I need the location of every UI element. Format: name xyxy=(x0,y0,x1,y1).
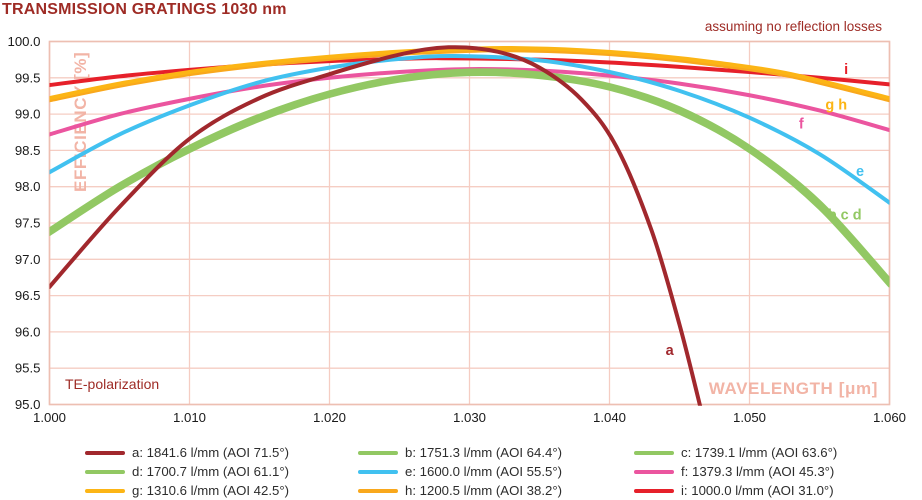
legend-swatch-d xyxy=(85,469,125,474)
x-axis-label: WAVELENGTH [μm] xyxy=(709,379,878,398)
legend-label-h: h: 1200.5 l/mm (AOI 38.2°) xyxy=(405,483,562,498)
y-tick-label-99.0: 99.0 xyxy=(15,107,41,122)
x-tick-label-1.040: 1.040 xyxy=(593,410,626,425)
legend-item-f: f: 1379.3 l/mm (AOI 45.3°) xyxy=(634,464,916,479)
curve-i xyxy=(49,56,890,88)
legend-item-g: g: 1310.6 l/mm (AOI 42.5°) xyxy=(85,483,358,498)
legend-swatch-g xyxy=(85,488,125,493)
legend-swatch-c xyxy=(634,450,674,455)
curve-label-b-c-d: b c d xyxy=(828,207,862,223)
curve-a xyxy=(49,45,703,406)
legend-item-h: h: 1200.5 l/mm (AOI 38.2°) xyxy=(358,483,634,498)
legend-label-d: d: 1700.7 l/mm (AOI 61.1°) xyxy=(132,464,289,479)
efficiency-plot: 1.000 1.010 1.020 1.030 1.040 1.050 1.060 100.0… xyxy=(7,34,906,425)
x-tick-label-1.000: 1.000 xyxy=(33,410,66,425)
polarization-label: TE-polarization xyxy=(65,376,159,392)
y-tick-label-100.0: 100.0 xyxy=(7,34,40,49)
legend-label-b: b: 1751.3 l/mm (AOI 64.4°) xyxy=(405,445,562,460)
legend-label-g: g: 1310.6 l/mm (AOI 42.5°) xyxy=(132,483,289,498)
y-tick-label-96.5: 96.5 xyxy=(15,288,41,303)
y-tick-label-98.0: 98.0 xyxy=(15,179,41,194)
chart-subtitle-note: assuming no reflection losses xyxy=(704,19,882,34)
curve-label-a: a xyxy=(666,343,675,359)
legend-item-i: i: 1000.0 l/mm (AOI 31.0°) xyxy=(634,483,916,498)
legend-label-f: f: 1379.3 l/mm (AOI 45.3°) xyxy=(681,464,835,479)
legend-item-e: e: 1600.0 l/mm (AOI 55.5°) xyxy=(358,464,634,479)
legend-item-c: c: 1739.1 l/mm (AOI 63.6°) xyxy=(634,445,916,460)
y-tick-label-99.5: 99.5 xyxy=(15,70,41,85)
x-tick-label-1.050: 1.050 xyxy=(733,410,766,425)
curve-label-g-h: g h xyxy=(825,98,847,114)
legend-swatch-h xyxy=(358,488,398,493)
legend-swatch-e xyxy=(358,469,398,474)
curve-h xyxy=(49,48,890,103)
legend-swatch-i xyxy=(634,488,674,493)
curve-label-f: f xyxy=(799,117,804,133)
y-tick-label-95.5: 95.5 xyxy=(15,361,41,376)
y-tick-label-96.0: 96.0 xyxy=(15,324,41,339)
x-tick-label-1.020: 1.020 xyxy=(313,410,346,425)
x-tick-label-1.060: 1.060 xyxy=(873,410,906,425)
y-tick-label-95.0: 95.0 xyxy=(15,397,41,412)
curve-label-e: e xyxy=(856,164,864,180)
chart-legend: a: 1841.6 l/mm (AOI 71.5°) b: 1751.3 l/mm… xyxy=(85,443,916,500)
plot-border xyxy=(48,40,891,406)
legend-label-i: i: 1000.0 l/mm (AOI 31.0°) xyxy=(681,483,834,498)
curve-e xyxy=(49,53,890,205)
legend-swatch-f xyxy=(634,469,674,474)
chart-title: TRANSMISSION GRATINGS 1030 nm xyxy=(2,1,287,18)
x-tick-label-1.010: 1.010 xyxy=(173,410,206,425)
y-tick-label-98.5: 98.5 xyxy=(15,143,41,158)
y-tick-label-97.0: 97.0 xyxy=(15,252,41,267)
curve-b xyxy=(49,69,890,285)
curve-label-i: i xyxy=(844,62,848,78)
y-tick-label-97.5: 97.5 xyxy=(15,216,41,231)
legend-label-e: e: 1600.0 l/mm (AOI 55.5°) xyxy=(405,464,562,479)
legend-item-b: b: 1751.3 l/mm (AOI 64.4°) xyxy=(358,445,634,460)
legend-swatch-a xyxy=(85,450,125,455)
legend-label-a: a: 1841.6 l/mm (AOI 71.5°) xyxy=(132,445,289,460)
legend-label-c: c: 1739.1 l/mm (AOI 63.6°) xyxy=(681,445,838,460)
legend-item-d: d: 1700.7 l/mm (AOI 61.1°) xyxy=(85,464,358,479)
x-tick-label-1.030: 1.030 xyxy=(453,410,486,425)
legend-item-a: a: 1841.6 l/mm (AOI 71.5°) xyxy=(85,445,358,460)
legend-swatch-b xyxy=(358,450,398,455)
